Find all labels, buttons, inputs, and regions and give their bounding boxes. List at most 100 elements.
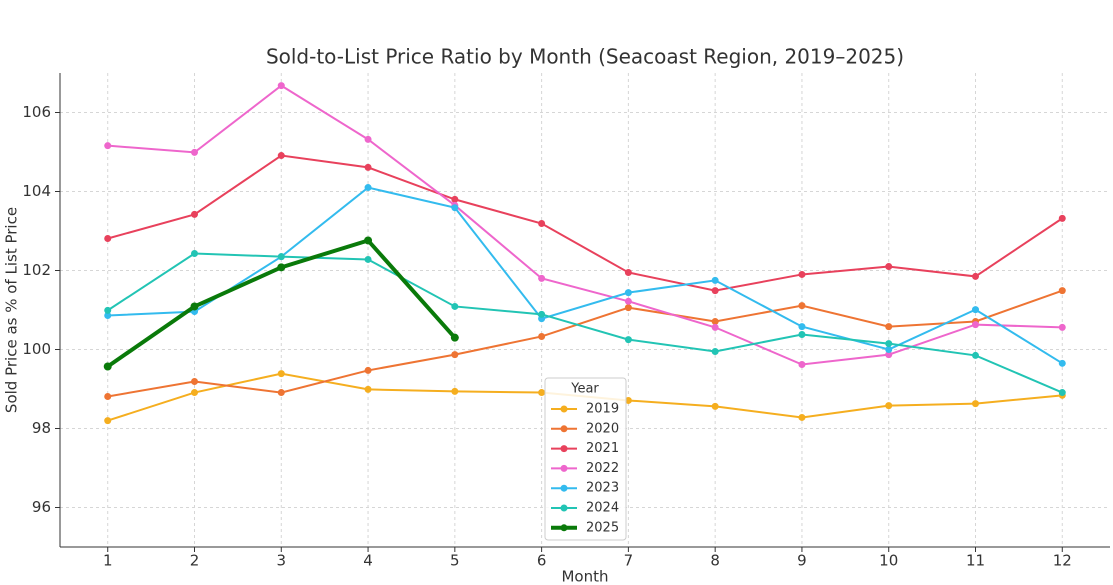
legend-marker xyxy=(560,445,568,453)
legend-marker xyxy=(560,405,568,413)
data-point xyxy=(364,135,372,143)
legend-label: 2021 xyxy=(586,441,619,456)
data-point xyxy=(277,253,285,261)
legend-label: 2023 xyxy=(586,481,619,496)
data-point xyxy=(277,389,285,397)
data-point xyxy=(104,235,112,243)
legend-label: 2022 xyxy=(586,461,619,476)
data-point xyxy=(971,321,979,329)
x-tick-label: 1 xyxy=(103,552,113,570)
legend-marker xyxy=(560,425,568,433)
data-point xyxy=(277,82,285,90)
data-point xyxy=(451,195,459,203)
chart-title: Sold-to-List Price Ratio by Month (Seaco… xyxy=(266,45,904,69)
data-point xyxy=(538,274,546,282)
data-point xyxy=(624,297,632,305)
data-point xyxy=(104,393,112,401)
data-point xyxy=(711,402,719,410)
data-point xyxy=(538,332,546,340)
data-point xyxy=(711,276,719,284)
legend: Year 2019 2020 2021 2022 2023 2024 2025 xyxy=(544,377,627,541)
data-point xyxy=(104,312,112,320)
data-point xyxy=(103,362,112,371)
data-point xyxy=(971,400,979,408)
x-tick-label: 3 xyxy=(277,552,287,570)
data-point xyxy=(971,351,979,359)
x-tick-label: 6 xyxy=(537,552,547,570)
data-point xyxy=(971,272,979,280)
data-point xyxy=(364,366,372,374)
y-tick-label: 104 xyxy=(22,182,51,200)
data-point xyxy=(191,148,199,156)
data-point xyxy=(191,210,199,218)
data-point xyxy=(364,385,372,393)
legend-box xyxy=(544,377,627,541)
series-line xyxy=(107,84,1063,366)
data-point xyxy=(191,377,199,385)
data-point xyxy=(885,346,893,353)
data-point xyxy=(1058,389,1066,397)
data-point xyxy=(277,152,285,160)
series-line xyxy=(107,186,1063,365)
x-tick-label: 10 xyxy=(879,552,898,570)
y-tick-label: 96 xyxy=(32,498,51,516)
data-point xyxy=(624,268,632,276)
series-line xyxy=(107,289,1063,398)
data-point xyxy=(538,219,546,227)
data-point xyxy=(624,289,632,297)
data-point xyxy=(711,287,719,295)
data-point xyxy=(624,304,632,312)
data-point xyxy=(451,387,459,395)
legend-title: Year xyxy=(570,382,599,397)
legend-label: 2025 xyxy=(586,520,619,535)
legend-marker xyxy=(560,484,568,492)
legend-label: 2020 xyxy=(586,421,619,436)
data-point xyxy=(451,302,459,310)
data-point xyxy=(624,396,632,404)
x-tick-label: 8 xyxy=(710,552,720,570)
series-line xyxy=(107,252,1063,394)
legend-marker xyxy=(560,524,568,532)
data-point xyxy=(885,351,893,359)
data-point xyxy=(711,347,719,355)
data-point xyxy=(798,302,806,310)
data-point xyxy=(885,340,893,348)
data-point xyxy=(885,263,893,271)
legend-label: 2019 xyxy=(586,402,619,417)
x-tick-label: 5 xyxy=(450,552,460,570)
data-point xyxy=(450,333,459,342)
data-point xyxy=(1058,214,1066,222)
y-tick-label: 102 xyxy=(22,261,51,279)
data-point xyxy=(364,184,372,192)
x-tick-label: 2 xyxy=(190,552,200,570)
data-point xyxy=(104,142,112,150)
y-axis-label: Sold Price as % of List Price xyxy=(3,207,21,413)
series-line xyxy=(107,154,1063,292)
data-point xyxy=(798,330,806,338)
y-tick-label: 98 xyxy=(32,419,51,437)
data-point xyxy=(451,204,459,212)
y-tick-label: 100 xyxy=(22,340,51,358)
data-point xyxy=(885,402,893,410)
data-point xyxy=(711,317,719,325)
y-tick-label: 106 xyxy=(22,103,51,121)
x-tick-label: 7 xyxy=(624,552,634,570)
data-point xyxy=(538,389,546,397)
data-point xyxy=(364,163,372,171)
data-point xyxy=(191,389,199,397)
data-point xyxy=(191,250,199,258)
data-point xyxy=(538,310,546,318)
x-axis-label: Month xyxy=(561,568,608,585)
x-tick-label: 9 xyxy=(797,552,807,570)
data-point xyxy=(624,336,632,344)
data-point xyxy=(364,255,372,263)
data-point xyxy=(798,323,806,331)
legend-label: 2024 xyxy=(586,501,619,516)
data-point xyxy=(971,306,979,314)
data-point xyxy=(798,361,806,369)
data-point xyxy=(364,236,373,245)
x-tick-label: 11 xyxy=(966,552,985,570)
data-point xyxy=(104,417,112,425)
data-point xyxy=(1058,287,1066,295)
